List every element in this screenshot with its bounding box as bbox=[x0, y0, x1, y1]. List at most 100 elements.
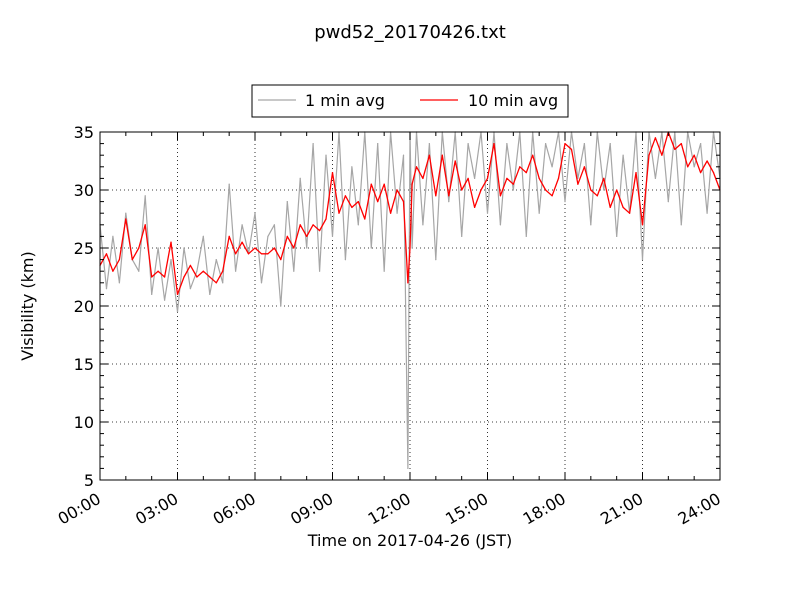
data-point-1min bbox=[609, 143, 611, 145]
data-point-1min bbox=[461, 235, 463, 237]
data-point-1min bbox=[680, 224, 682, 226]
data-point-1min bbox=[235, 270, 237, 272]
data-point-10min bbox=[499, 195, 502, 197]
data-point-10min bbox=[189, 264, 192, 266]
data-point-1min bbox=[577, 177, 579, 179]
data-point-10min bbox=[506, 177, 508, 179]
data-point-10min bbox=[493, 143, 495, 145]
data-point-1min bbox=[260, 282, 263, 284]
data-point-1min bbox=[151, 293, 153, 295]
data-point-10min bbox=[402, 201, 405, 203]
data-point-1min bbox=[351, 166, 353, 168]
data-point-10min bbox=[551, 195, 553, 197]
data-point-10min bbox=[267, 253, 269, 255]
data-point-10min bbox=[286, 235, 288, 237]
data-point-10min bbox=[415, 166, 418, 168]
data-point-10min bbox=[247, 253, 250, 255]
data-point-10min bbox=[254, 247, 256, 249]
y-tick-label: 5 bbox=[84, 471, 94, 490]
data-point-1min bbox=[183, 247, 185, 249]
data-point-1min bbox=[370, 247, 372, 249]
data-point-1min bbox=[254, 212, 256, 214]
data-point-1min bbox=[583, 143, 585, 145]
data-point-1min bbox=[538, 212, 540, 214]
data-point-10min bbox=[583, 166, 585, 168]
data-point-1min bbox=[312, 143, 314, 145]
data-point-1min bbox=[286, 201, 288, 203]
y-tick-label: 30 bbox=[74, 181, 94, 200]
data-point-10min bbox=[680, 143, 682, 145]
data-point-10min bbox=[596, 195, 598, 197]
data-point-10min bbox=[616, 189, 618, 191]
data-point-10min bbox=[409, 247, 411, 249]
data-point-1min bbox=[209, 293, 211, 295]
y-tick-label: 35 bbox=[74, 123, 94, 142]
data-point-1min bbox=[545, 143, 547, 145]
data-point-1min bbox=[228, 183, 230, 185]
y-tick-label: 10 bbox=[74, 413, 94, 432]
data-point-1min bbox=[473, 177, 476, 179]
data-point-1min bbox=[448, 201, 450, 203]
data-point-1min bbox=[105, 288, 108, 290]
data-point-1min bbox=[383, 270, 385, 272]
data-point-10min bbox=[176, 293, 179, 295]
data-point-10min bbox=[661, 154, 663, 156]
data-point-10min bbox=[151, 276, 153, 278]
data-point-10min bbox=[570, 148, 573, 150]
x-axis-label: Time on 2017-04-26 (JST) bbox=[307, 531, 512, 550]
data-point-10min bbox=[693, 154, 695, 156]
data-point-1min bbox=[189, 288, 192, 290]
data-point-1min bbox=[125, 212, 127, 214]
data-point-1min bbox=[306, 247, 308, 249]
data-point-10min bbox=[712, 172, 715, 174]
data-point-1min bbox=[402, 154, 405, 156]
data-point-1min bbox=[499, 224, 502, 226]
data-point-1min bbox=[176, 311, 179, 313]
data-point-1min bbox=[157, 247, 159, 249]
data-point-1min bbox=[196, 270, 198, 272]
data-point-10min bbox=[170, 241, 172, 243]
data-point-1min bbox=[170, 259, 172, 261]
data-point-10min bbox=[674, 148, 676, 150]
data-point-10min bbox=[411, 183, 413, 185]
data-point-1min bbox=[506, 143, 508, 145]
data-point-10min bbox=[512, 183, 514, 185]
data-point-1min bbox=[590, 224, 592, 226]
data-point-1min bbox=[667, 201, 669, 203]
data-point-10min bbox=[228, 235, 230, 237]
data-point-10min bbox=[706, 160, 708, 162]
data-point-10min bbox=[163, 276, 166, 278]
data-point-10min bbox=[422, 177, 424, 179]
data-point-1min bbox=[603, 189, 605, 191]
data-point-10min bbox=[357, 201, 359, 203]
data-point-1min bbox=[267, 235, 269, 237]
data-point-10min bbox=[364, 218, 366, 220]
data-point-10min bbox=[441, 154, 443, 156]
data-point-1min bbox=[377, 143, 379, 145]
data-point-10min bbox=[222, 270, 224, 272]
data-point-1min bbox=[467, 143, 469, 145]
data-point-10min bbox=[118, 259, 120, 261]
data-point-10min bbox=[545, 189, 547, 191]
data-point-1min bbox=[241, 224, 243, 226]
data-point-1min bbox=[512, 189, 514, 191]
data-point-10min bbox=[461, 189, 463, 191]
data-point-1min bbox=[344, 259, 347, 261]
data-point-10min bbox=[338, 212, 340, 214]
data-point-10min bbox=[157, 270, 159, 272]
data-point-1min bbox=[525, 235, 527, 237]
data-point-1min bbox=[222, 282, 224, 284]
data-point-10min bbox=[635, 172, 637, 174]
data-point-10min bbox=[241, 241, 243, 243]
data-point-10min bbox=[654, 137, 657, 139]
data-point-1min bbox=[435, 259, 437, 261]
data-point-10min bbox=[590, 189, 592, 191]
data-point-10min bbox=[532, 154, 534, 156]
data-point-10min bbox=[131, 259, 133, 261]
data-point-1min bbox=[144, 195, 146, 197]
data-point-10min bbox=[557, 177, 560, 179]
data-point-10min bbox=[260, 253, 263, 255]
data-point-1min bbox=[357, 224, 359, 226]
data-point-1min bbox=[215, 259, 217, 261]
